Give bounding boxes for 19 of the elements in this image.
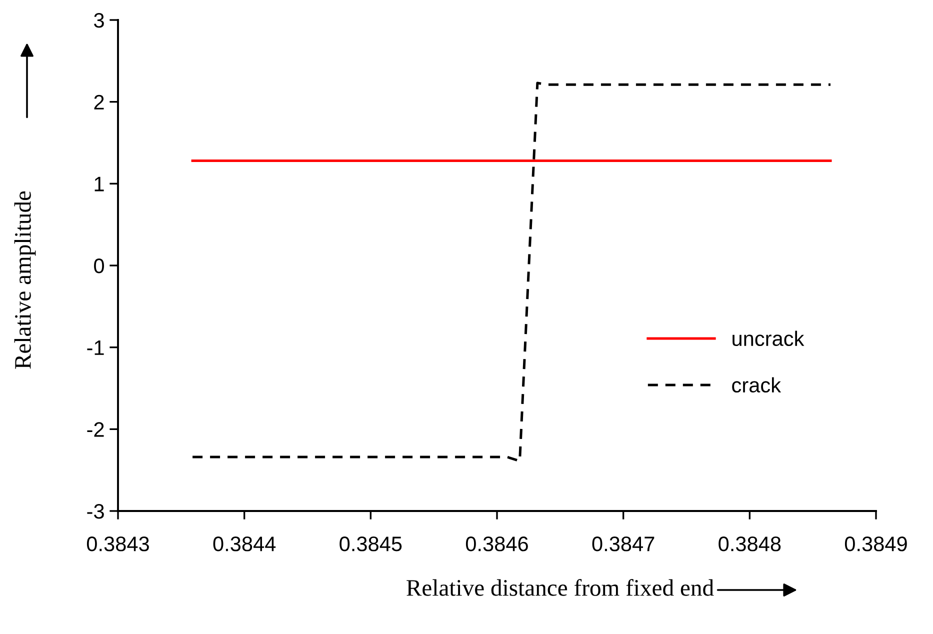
line-series bbox=[191, 82, 832, 462]
x-axis-title: Relative distance from fixed end bbox=[406, 579, 714, 596]
legend-label: uncrack bbox=[732, 330, 804, 346]
x-tick-label: 0.3846 bbox=[466, 536, 528, 552]
y-tick-label: -3 bbox=[87, 504, 104, 519]
y-tick-label: 3 bbox=[94, 13, 104, 28]
y-axis-title: Relative amplitude bbox=[14, 191, 36, 369]
y-tick-label: 1 bbox=[94, 176, 104, 192]
y-tick-label: -1 bbox=[87, 340, 104, 355]
y-tick-label: -2 bbox=[87, 422, 104, 437]
x-tick-label: 0.3849 bbox=[844, 536, 907, 552]
y-tick-label: 2 bbox=[94, 94, 104, 110]
y-tick-label: 0 bbox=[94, 258, 104, 274]
x-tick-label: 0.3845 bbox=[340, 536, 402, 552]
legend-label: crack bbox=[732, 377, 782, 393]
x-tick-label: 0.3844 bbox=[213, 536, 276, 552]
x-tick-label: 0.3847 bbox=[592, 536, 654, 552]
x-tick-label: 0.3848 bbox=[718, 536, 781, 552]
x-tick-label: 0.3843 bbox=[86, 536, 149, 552]
